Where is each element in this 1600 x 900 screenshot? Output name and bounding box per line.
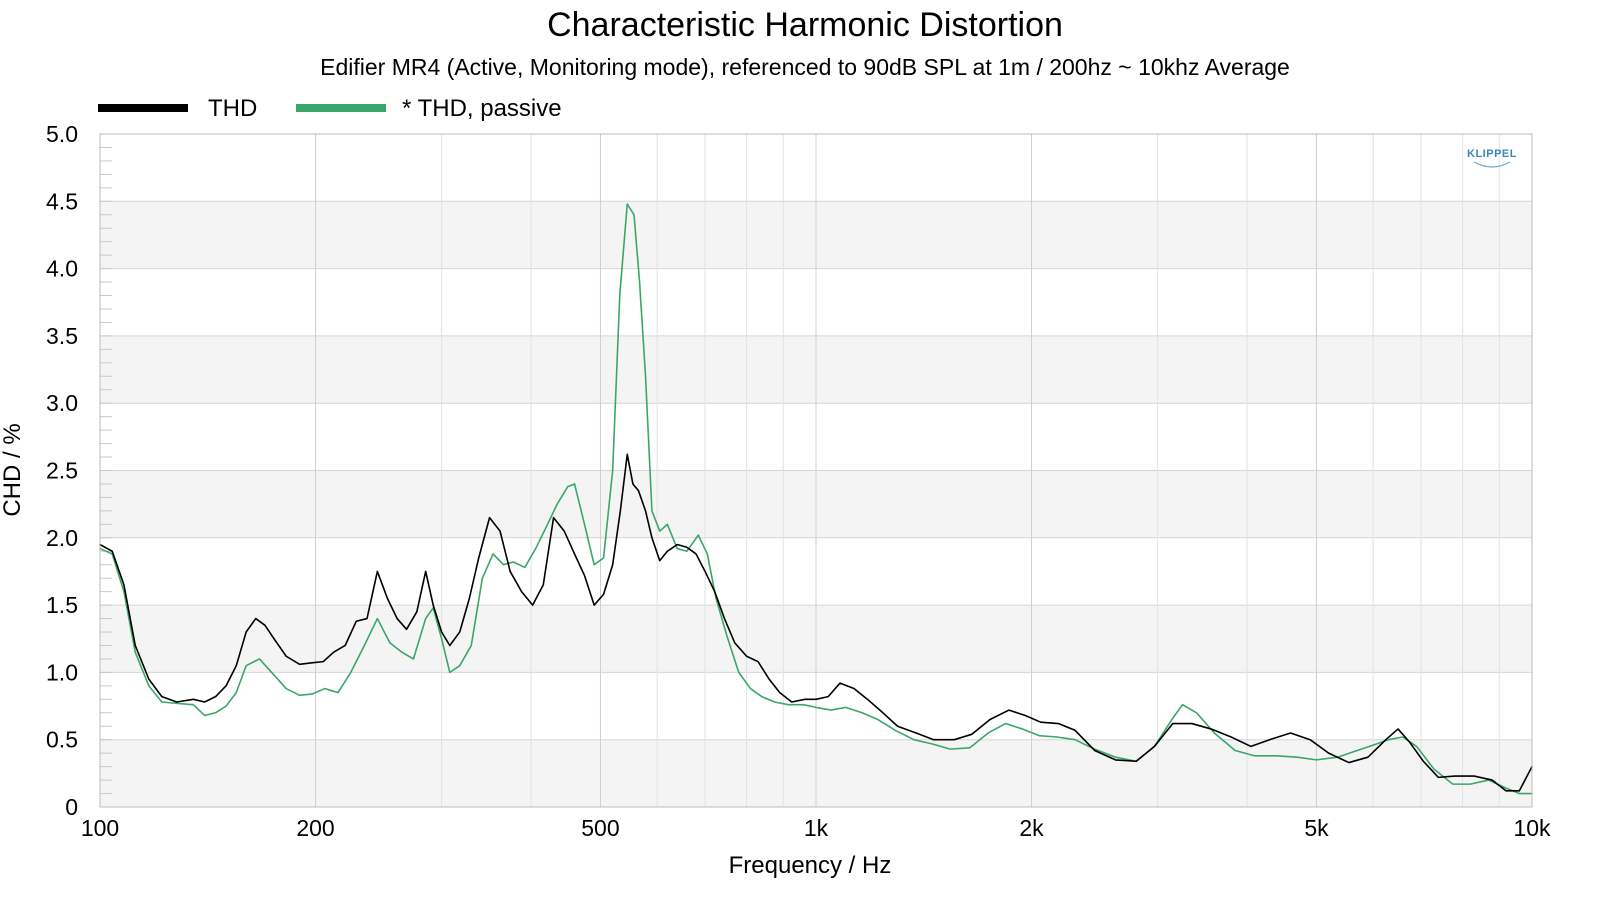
y-tick-label: 0.5 (46, 727, 78, 753)
y-tick-label: 4.0 (46, 256, 78, 282)
y-minor-ticks (100, 133, 112, 808)
chart-title: Characteristic Harmonic Distortion (547, 6, 1063, 44)
y-tick-label: 2.5 (46, 458, 78, 484)
series-line-0 (99, 453, 1533, 792)
x-tick-label: 500 (581, 815, 619, 841)
plot-frame (99, 133, 1533, 808)
klippel-logo: KLIPPEL (1467, 148, 1517, 168)
klippel-logo-arc (1473, 161, 1511, 168)
x-tick-label: 1k (804, 815, 829, 841)
y-tick-label: 2.0 (46, 525, 78, 551)
y-tick-label: 3.0 (46, 390, 78, 416)
legend-label-passive: * THD, passive (402, 95, 562, 122)
x-tick-label: 2k (1019, 815, 1044, 841)
y-tick-label: 1.5 (46, 592, 78, 618)
x-tick-label: 5k (1304, 815, 1329, 841)
y-axis-label: CHD / % (0, 423, 26, 516)
legend: THD * THD, passive (98, 95, 562, 122)
y-tick-label: 1.0 (46, 659, 78, 685)
series-line-1 (99, 203, 1533, 795)
y-tick-label: 0 (65, 794, 78, 820)
chart-subtitle: Edifier MR4 (Active, Monitoring mode), r… (320, 54, 1290, 80)
x-tick-label: 200 (296, 815, 334, 841)
legend-label-thd: THD (208, 95, 257, 122)
y-tick-label: 4.5 (46, 188, 78, 214)
x-axis-label: Frequency / Hz (729, 852, 892, 879)
y-tick-labels: 0 0.5 1.0 1.5 2.0 2.5 3.0 3.5 4.0 4.5 5.0 (46, 121, 78, 820)
series-layer (99, 203, 1533, 795)
x-tick-label: 10k (1513, 815, 1551, 841)
x-tick-labels: 100 200 500 1k 2k 5k 10k (81, 815, 1551, 841)
y-tick-label: 5.0 (46, 121, 78, 147)
klippel-logo-text: KLIPPEL (1467, 148, 1517, 160)
x-tick-label: 100 (81, 815, 119, 841)
y-tick-label: 3.5 (46, 323, 78, 349)
